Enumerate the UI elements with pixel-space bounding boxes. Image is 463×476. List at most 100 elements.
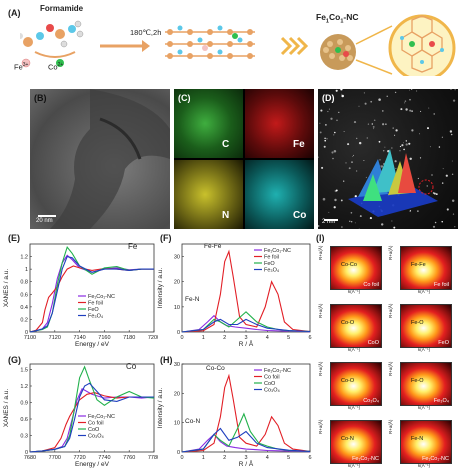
panel-h-label: (H) — [160, 355, 173, 365]
wt-x-axis-label: k(Å⁻¹) — [348, 463, 361, 468]
wt-center-label: Fe-Fe — [411, 262, 426, 268]
wt-y-axis-label: R+a(Å) — [388, 361, 393, 376]
x-tick-label: 5 — [287, 455, 290, 461]
co-ion-dot — [56, 59, 64, 67]
series-line — [181, 318, 311, 333]
plot-frame — [29, 243, 155, 333]
y-tick-label: 10 — [174, 305, 180, 311]
y-tick-label: 30 — [174, 362, 180, 368]
x-tick-label: 1 — [202, 455, 205, 461]
annot-co-co: Co-Co — [206, 365, 225, 372]
wt-x-axis-label: k(Å⁻¹) — [348, 405, 361, 410]
tem-image — [30, 89, 170, 229]
wt-y-axis-label: R+a(Å) — [318, 419, 323, 434]
wt-center-label: Co-O — [341, 378, 355, 384]
legend-entry: Co₃O₄ — [264, 388, 281, 394]
y-tick-label: 0.6 — [20, 417, 28, 423]
wt-sample-label: FeO — [438, 340, 449, 346]
plot-frame — [29, 363, 155, 453]
x-tick-label: 2 — [223, 335, 226, 341]
legend-entry: Fe₁Co₁-NC — [88, 414, 115, 420]
wt-tile: Fe-N Fe₁Co₁-NC — [400, 420, 452, 464]
legend-entry: CoO — [264, 381, 276, 387]
x-tick-label: 7160 — [98, 335, 110, 341]
element-label-co: Co — [126, 362, 137, 371]
wt-tile: Fe-O Fe₃O₄ — [400, 362, 452, 406]
y-tick-label: 20 — [174, 391, 180, 397]
wt-tile: Co-Co Co foil — [330, 246, 382, 290]
panel-i-label: (I) — [316, 233, 325, 243]
y-tick-label: 0 — [177, 450, 180, 456]
wt-x-axis-label: k(Å⁻¹) — [418, 289, 431, 294]
x-tick-label: 2 — [223, 455, 226, 461]
wt-sample-label: Fe₁Co₁-NC — [422, 456, 449, 462]
legend-entry: Fe foil — [88, 301, 103, 307]
n-map — [174, 160, 243, 229]
y-tick-label: 0.6 — [20, 292, 28, 298]
wt-x-axis-label: k(Å⁻¹) — [348, 289, 361, 294]
formamide-label: Formamide — [40, 4, 84, 13]
y-tick-label: 1.5 — [20, 368, 28, 374]
wt-tile: Co-O Co₃O₄ — [330, 362, 382, 406]
series-line — [181, 433, 311, 453]
x-tick-label: 7680 — [24, 455, 36, 461]
wt-y-axis-label: R+a(Å) — [318, 303, 323, 318]
wt-center-label: Co-Co — [341, 262, 357, 268]
annot-fe-n: Fe-N — [185, 296, 200, 303]
annot-co-n: Co-N — [185, 418, 201, 425]
x-tick-label: 5 — [287, 335, 290, 341]
y-tick-label: 20 — [174, 280, 180, 286]
polymer-network — [165, 25, 255, 59]
co-ion-label: Co2+ — [48, 62, 64, 72]
x-tick-label: 4 — [266, 455, 269, 461]
wt-center-label: Fe-O — [411, 378, 424, 384]
y-tick-label: 0 — [177, 330, 180, 336]
series-line — [29, 382, 154, 453]
panel-d-label: (D) — [322, 93, 335, 103]
panel-e-label: (E) — [8, 233, 20, 243]
y-tick-label: 1 — [25, 267, 28, 273]
map-label-fe: Fe — [293, 139, 305, 150]
series-line — [181, 314, 311, 333]
legend-entry: FeO — [88, 307, 99, 313]
x-tick-label: 3 — [244, 455, 247, 461]
y-tick-label: 0 — [25, 330, 28, 336]
haadf-image — [318, 89, 458, 229]
legend-entry: Fe foil — [264, 255, 279, 261]
product-sphere — [320, 34, 356, 70]
wt-x-axis-label: k(Å⁻¹) — [418, 347, 431, 352]
eds-maps: C Fe N Co — [174, 89, 314, 229]
wt-sample-label: Fe₁Co₁-NC — [352, 456, 379, 462]
wt-tile: Co-N Fe₁Co₁-NC — [330, 420, 382, 464]
y-tick-label: 30 — [174, 255, 180, 261]
product-label: Fe1Co1-NC — [316, 12, 359, 25]
map-label-co: Co — [293, 210, 307, 221]
x-tick-label: 6 — [308, 335, 311, 341]
x-tick-label: 4 — [266, 335, 269, 341]
fe-ion-label: Fe3+ — [14, 62, 29, 72]
series-line — [29, 255, 154, 333]
scale-bar-d — [324, 219, 338, 221]
y-axis-label: XANES / a.u. — [3, 269, 10, 307]
x-axis-label: Energy / eV — [75, 341, 110, 348]
annot-fe-fe: Fe-Fe — [204, 243, 222, 250]
wt-y-axis-label: R+a(Å) — [318, 361, 323, 376]
panel-f-label: (F) — [160, 233, 172, 243]
scale-text-d: 2 nm — [322, 219, 336, 225]
wt-tile: Fe-O FeO — [400, 304, 452, 348]
wt-sample-label: Co foil — [363, 282, 379, 288]
x-tick-label: 7740 — [98, 455, 110, 461]
wt-x-axis-label: k(Å⁻¹) — [348, 347, 361, 352]
chart-h-exafs-co: 0 1 2 3 4 5 6 0 10 20 30 R / Å Intensity / a.u. Fe₁Co… — [157, 362, 312, 468]
legend-entry: CoO — [88, 427, 100, 433]
y-axis-label: XANES / a.u. — [3, 389, 10, 427]
legend-entry: Fe₃O₄ — [264, 268, 280, 274]
wt-y-axis-label: R+a(Å) — [388, 303, 393, 318]
zoom-structure — [388, 14, 456, 76]
chevron-arrows — [280, 36, 309, 56]
scale-text-b: 20 nm — [36, 218, 53, 224]
panel-a-label: (A) — [8, 8, 21, 18]
legend-entry: Fe₁Co₁-NC — [264, 368, 291, 374]
element-label-fe: Fe — [128, 242, 138, 251]
